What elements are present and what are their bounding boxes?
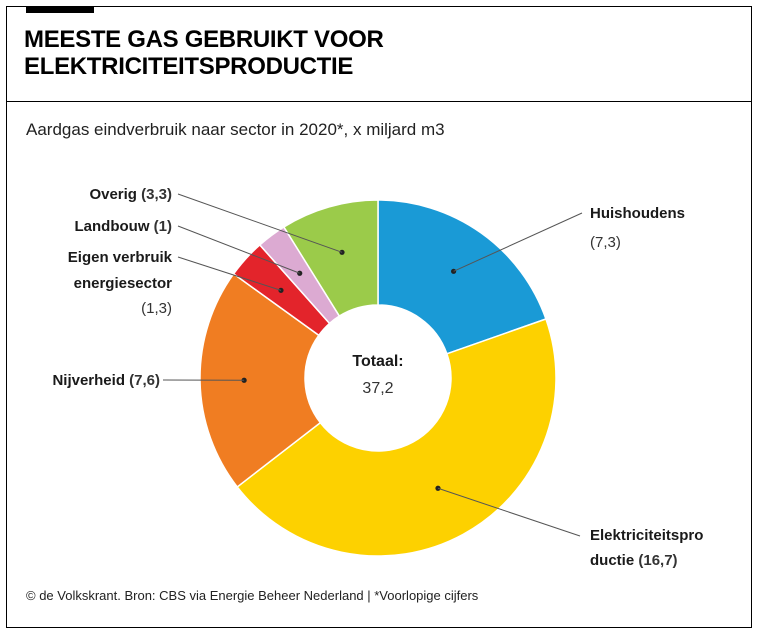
slice-label-elektriciteitsproductie: ductie (16,7) xyxy=(590,552,678,569)
center-total-value: 37,2 xyxy=(362,380,393,397)
slice-label-eigen-verbruik-energiesector: Eigen verbruik xyxy=(68,249,173,266)
slice-label-elektriciteitsproductie: Elektriciteitspro xyxy=(590,527,703,544)
slice-value-landbouw: (1) xyxy=(150,218,173,235)
center-total-label: Totaal: xyxy=(352,353,403,370)
title-accent-bar xyxy=(26,6,94,13)
donut-hole xyxy=(305,305,451,451)
slice-label-nijverheid: Nijverheid (7,6) xyxy=(52,372,160,389)
leader-line-landbouw xyxy=(177,225,300,274)
source-footer: © de Volkskrant. Bron: CBS via Energie B… xyxy=(26,588,479,603)
title-divider xyxy=(6,101,752,102)
slice-value-nijverheid: (7,6) xyxy=(125,372,160,389)
leader-lines xyxy=(162,193,583,537)
donut-slices xyxy=(199,199,557,557)
slice-label-overig: Overig (3,3) xyxy=(89,186,172,203)
slice-value-eigen-verbruik-energiesector: (1,3) xyxy=(141,300,172,317)
chart-title: MEESTE GAS GEBRUIKT VOOR ELEKTRICITEITSP… xyxy=(24,26,384,80)
slice-label-landbouw: Landbouw (1) xyxy=(75,218,173,235)
slice-label-eigen-verbruik-energiesector: energiesector xyxy=(74,275,173,292)
leader-line-eigen-verbruik-energiesector xyxy=(177,256,282,291)
slice-label-huishoudens: Huishoudens xyxy=(590,205,685,222)
leader-line-huishoudens xyxy=(453,212,583,272)
slice-labels: Huishoudens (7,3) Elektriciteitspro ductie … xyxy=(52,186,703,569)
slice-value-huishoudens: (7,3) xyxy=(590,234,621,251)
leader-line-overig xyxy=(177,193,343,253)
chart-subtitle: Aardgas eindverbruik naar sector in 2020… xyxy=(26,120,445,139)
slice-value-overig: (3,3) xyxy=(137,186,172,203)
leader-line-elektriciteitsproductie xyxy=(437,487,581,537)
chart-frame xyxy=(6,6,752,628)
slice-value-elektriciteitsproductie: (16,7) xyxy=(634,552,677,569)
